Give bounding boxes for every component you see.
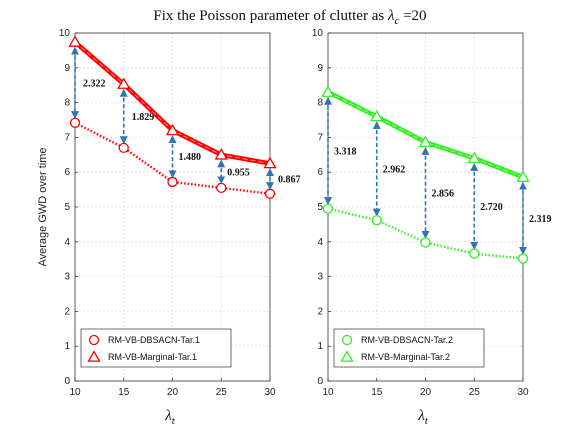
data-point-circle bbox=[469, 248, 480, 259]
data-point-triangle bbox=[165, 123, 180, 136]
data-point-circle bbox=[322, 203, 334, 214]
series-line-1 bbox=[74, 121, 271, 195]
data-point-triangle bbox=[370, 109, 384, 122]
y-tick-label: 5 bbox=[64, 202, 70, 213]
y-tick-label: 3 bbox=[317, 272, 323, 283]
data-point-triangle bbox=[214, 147, 228, 160]
figure-title-suffix: =20 bbox=[399, 8, 426, 24]
data-point-triangle bbox=[68, 35, 82, 47]
x-tick-label: 30 bbox=[517, 387, 529, 398]
data-point-triangle bbox=[418, 135, 433, 148]
series-line-highlight bbox=[327, 91, 524, 178]
difference-label: 2.720 bbox=[480, 202, 503, 213]
figure-title-symbol: λ bbox=[387, 8, 395, 24]
xlabel-left-subscript: t bbox=[172, 415, 176, 427]
y-tick-label: 3 bbox=[64, 272, 70, 283]
legend-triangle-icon bbox=[340, 350, 354, 362]
y-tick-label: 9 bbox=[317, 63, 323, 74]
y-tick-label: 10 bbox=[59, 28, 71, 39]
data-point-triangle bbox=[516, 170, 530, 182]
x-tick-label: 15 bbox=[118, 387, 130, 398]
legend-box bbox=[80, 328, 232, 368]
difference-label: 2.319 bbox=[529, 214, 552, 225]
x-tick-label: 10 bbox=[322, 387, 334, 398]
y-tick-label: 7 bbox=[64, 132, 70, 143]
y-tick-label: 4 bbox=[317, 237, 323, 248]
xlabel-right-subscript: t bbox=[425, 415, 429, 427]
legend-box bbox=[333, 328, 485, 368]
y-tick-label: 9 bbox=[64, 63, 70, 74]
data-point-circle bbox=[167, 176, 178, 188]
legend-circle-icon bbox=[341, 334, 353, 346]
xlabel-right: λt bbox=[417, 408, 429, 427]
y-tick-label: 8 bbox=[64, 98, 70, 109]
x-tick-label: 25 bbox=[469, 387, 481, 398]
figure-title-subscript: c bbox=[394, 15, 399, 27]
legend-label: RM-VB-DBSACN-Tar.1 bbox=[108, 335, 200, 345]
data-point-circle bbox=[216, 182, 227, 194]
difference-label: 0.867 bbox=[278, 175, 301, 186]
y-tick-label: 6 bbox=[64, 167, 70, 178]
y-tick-label: 10 bbox=[312, 28, 324, 39]
y-tick-label: 2 bbox=[317, 306, 323, 317]
xlabel-left: λt bbox=[164, 408, 176, 427]
legend-triangle-icon bbox=[87, 350, 101, 362]
y-tick-label: 7 bbox=[317, 132, 323, 143]
y-tick-label: 4 bbox=[64, 237, 70, 248]
y-tick-label: 6 bbox=[317, 167, 323, 178]
legend-label: RM-VB-Marginal-Tar.1 bbox=[108, 352, 197, 362]
xlabel-right-symbol: λ bbox=[417, 408, 425, 424]
difference-label: 2.962 bbox=[383, 164, 406, 175]
data-point-circle bbox=[69, 117, 81, 128]
data-point-circle bbox=[118, 142, 129, 153]
x-tick-label: 30 bbox=[264, 387, 276, 398]
data-point-circle bbox=[264, 188, 276, 199]
legend-circle-icon bbox=[88, 334, 100, 346]
data-point-triangle bbox=[467, 151, 481, 164]
difference-label: 0.955 bbox=[227, 167, 250, 178]
x-tick-label: 10 bbox=[69, 387, 81, 398]
y-tick-label: 2 bbox=[64, 306, 70, 317]
legend-label: RM-VB-DBSACN-Tar.2 bbox=[361, 335, 453, 345]
data-point-triangle bbox=[321, 85, 335, 97]
y-tick-label: 1 bbox=[317, 341, 323, 352]
data-point-circle bbox=[371, 215, 382, 226]
difference-label: 1.480 bbox=[179, 152, 202, 163]
data-point-triangle bbox=[263, 156, 277, 169]
panel-right: 0 1 2 3 4 5 6 7 8 9 10 10 15 20 25 30 3.318 2.962 2.856 2.7… bbox=[312, 28, 552, 398]
difference-label: 2.856 bbox=[432, 188, 455, 199]
legend-label: RM-VB-Marginal-Tar.2 bbox=[361, 352, 450, 362]
x-tick-label: 15 bbox=[371, 387, 383, 398]
shared-ylabel: Average GWD over time bbox=[37, 147, 49, 266]
y-tick-label: 0 bbox=[317, 376, 323, 387]
panel-left: 0 1 2 3 4 5 6 7 8 9 10 10 15 20 25 30 2.322 1.829 1.480 0.9… bbox=[59, 28, 301, 398]
x-tick-label: 20 bbox=[420, 387, 432, 398]
x-tick-label: 25 bbox=[216, 387, 228, 398]
data-point-circle bbox=[420, 237, 431, 248]
difference-label: 3.318 bbox=[334, 146, 357, 157]
data-point-circle bbox=[517, 253, 529, 264]
y-tick-label: 1 bbox=[64, 341, 70, 352]
xlabel-left-symbol: λ bbox=[164, 408, 172, 424]
figure-title-prefix: Fix the Poisson parameter of clutter as bbox=[153, 8, 388, 24]
difference-label: 1.829 bbox=[132, 112, 155, 123]
figure-title: Fix the Poisson parameter of clutter as … bbox=[153, 8, 426, 27]
y-tick-label: 5 bbox=[317, 202, 323, 213]
y-tick-label: 0 bbox=[64, 376, 70, 387]
y-tick-label: 8 bbox=[317, 98, 323, 109]
x-tick-label: 20 bbox=[167, 387, 179, 398]
difference-label: 2.322 bbox=[83, 78, 106, 89]
data-point-triangle bbox=[117, 77, 131, 89]
